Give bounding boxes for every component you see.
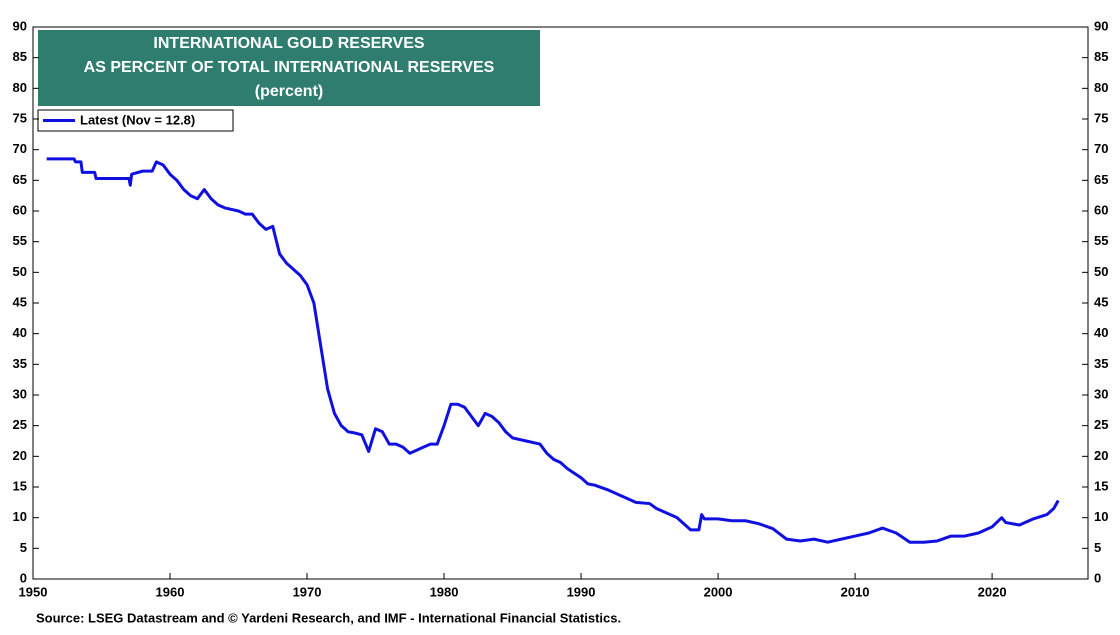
y2-tick-label: 40 (1094, 325, 1108, 340)
y2-tick-label: 10 (1094, 509, 1108, 524)
legend-box (37, 109, 234, 132)
y-tick-label: 0 (20, 570, 27, 585)
y2-tick-label: 85 (1094, 49, 1108, 64)
y2-tick-label: 30 (1094, 386, 1108, 401)
y-tick-label: 75 (13, 110, 27, 125)
x-tick-label: 1970 (293, 584, 322, 599)
y-tick-label: 25 (13, 417, 27, 432)
y2-tick-label: 55 (1094, 233, 1108, 248)
y-tick-label: 55 (13, 233, 27, 248)
y-tick-label: 65 (13, 172, 27, 187)
y2-tick-label: 45 (1094, 294, 1108, 309)
y-tick-label: 50 (13, 264, 27, 279)
y2-tick-label: 70 (1094, 141, 1108, 156)
title-box (38, 30, 540, 106)
x-tick-label: 1960 (156, 584, 185, 599)
units-note: (percent) (255, 83, 323, 100)
y-tick-label: 10 (13, 509, 27, 524)
y2-tick-label: 60 (1094, 202, 1108, 217)
x-tick-label: 2010 (841, 584, 870, 599)
data-line (46, 157, 1060, 544)
y-tick-label: 40 (13, 325, 27, 340)
y-tick-label: 15 (13, 478, 27, 493)
y-tick-label: 45 (13, 294, 27, 309)
source-note: Source: LSEG Datastream and © Yardeni Re… (36, 610, 621, 625)
y2-tick-label: 90 (1094, 18, 1108, 33)
x-tick-label: 1980 (430, 584, 459, 599)
y2-tick-label: 75 (1094, 110, 1108, 125)
y-tick-label: 20 (13, 448, 27, 463)
y2-tick-label: 50 (1094, 264, 1108, 279)
y2-tick-label: 0 (1094, 570, 1101, 585)
y2-tick-label: 5 (1094, 540, 1101, 555)
y-tick-label: 80 (13, 80, 27, 95)
y2-tick-label: 15 (1094, 478, 1108, 493)
x-tick-label: 2000 (704, 584, 733, 599)
chart-subtitle: AS PERCENT OF TOTAL INTERNATIONAL RESERV… (84, 59, 495, 76)
y-tick-label: 30 (13, 386, 27, 401)
chart-title: INTERNATIONAL GOLD RESERVES (153, 35, 424, 52)
y2-tick-label: 80 (1094, 80, 1108, 95)
x-tick-label: 1950 (19, 584, 48, 599)
y-tick-label: 35 (13, 356, 27, 371)
y-tick-label: 60 (13, 202, 27, 217)
y-tick-label: 5 (20, 540, 27, 555)
y2-tick-label: 65 (1094, 172, 1108, 187)
y2-tick-label: 35 (1094, 356, 1108, 371)
x-tick-label: 1990 (567, 584, 596, 599)
y-tick-label: 70 (13, 141, 27, 156)
y2-tick-label: 25 (1094, 417, 1108, 432)
y-tick-label: 85 (13, 49, 27, 64)
y-tick-label: 90 (13, 18, 27, 33)
legend-label: Latest (Nov = 12.8) (80, 112, 195, 127)
y2-tick-label: 20 (1094, 448, 1108, 463)
x-tick-label: 2020 (978, 584, 1007, 599)
